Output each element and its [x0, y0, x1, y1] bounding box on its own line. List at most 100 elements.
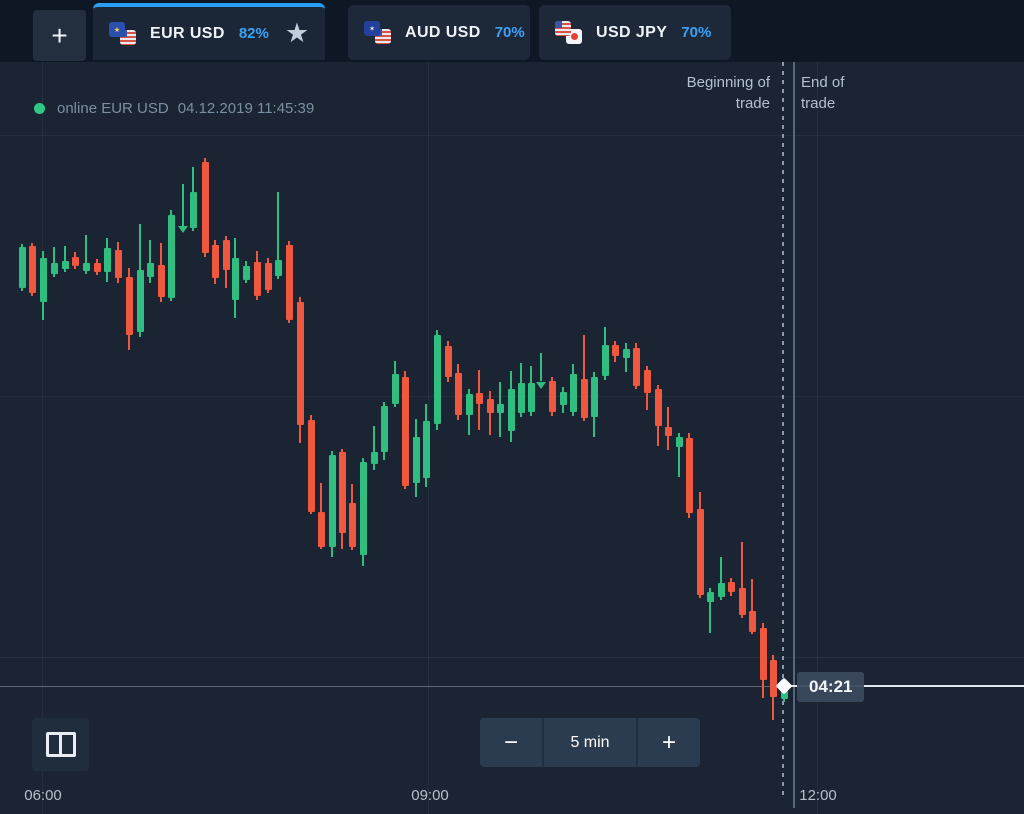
candle-body: [686, 438, 693, 513]
online-status-dot: [34, 103, 45, 114]
candle-body: [392, 374, 399, 404]
time-axis-label: 12:00: [799, 787, 837, 804]
split-view-button[interactable]: [32, 718, 89, 771]
horizontal-gridline: [0, 135, 1024, 136]
candle-body: [602, 345, 609, 376]
timeframe-increase-button[interactable]: +: [661, 728, 676, 756]
candle-body: [581, 379, 588, 418]
current-price-line-left: [0, 686, 777, 687]
candle-body: [168, 215, 175, 298]
candle-wick: [709, 588, 711, 633]
candle-body: [749, 611, 756, 632]
candle-body: [147, 263, 154, 277]
candle-body: [549, 381, 556, 412]
candle-body: [455, 373, 462, 415]
candle-wick: [678, 433, 680, 477]
candle-body: [339, 452, 346, 533]
aud-usd-flags-icon: [364, 21, 391, 44]
candle-wick: [489, 391, 491, 435]
candle-body: [40, 258, 47, 302]
candle-body: [644, 370, 651, 393]
us-flag-icon: [555, 21, 571, 36]
beginning-of-trade-label: Beginning of trade: [686, 74, 770, 112]
candle-body: [781, 690, 788, 699]
candle-body: [158, 265, 165, 297]
timeframe-value: 5 min: [542, 718, 638, 767]
candle-body: [466, 394, 473, 415]
timeframe-decrease-button[interactable]: −: [503, 728, 518, 756]
candle-wick: [64, 246, 66, 272]
trade-arrow-down-icon: [536, 382, 546, 389]
candle-body: [518, 383, 525, 413]
time-axis-label: 09:00: [411, 787, 449, 804]
tab-eur-usd[interactable]: EUR USD 82% ★: [93, 3, 325, 60]
candle-wick: [720, 557, 722, 600]
candle-wick: [373, 426, 375, 470]
candle-body: [665, 427, 672, 436]
candle-body: [254, 262, 261, 296]
candle-body: [126, 277, 133, 335]
candle-wick: [751, 579, 753, 634]
split-view-icon: [45, 732, 76, 757]
candle-body: [528, 383, 535, 412]
candle-body: [265, 263, 272, 290]
candle-body: [476, 393, 483, 404]
tab-aud-usd[interactable]: AUD USD 70%: [348, 5, 530, 60]
au-flag-icon: [364, 21, 380, 36]
horizontal-gridline: [0, 657, 1024, 658]
candle-body: [223, 240, 230, 270]
candle-body: [62, 261, 69, 269]
candle-body: [19, 247, 26, 288]
timeframe-control: − 5 min +: [480, 718, 700, 767]
candle-body: [655, 389, 662, 426]
candle-body: [318, 512, 325, 547]
candle-body: [371, 452, 378, 464]
vertical-gridline: [817, 62, 818, 814]
candle-body: [623, 349, 630, 358]
candle-wick: [85, 235, 87, 274]
candle-body: [202, 162, 209, 253]
tab-payout: 70%: [681, 24, 712, 41]
candle-body: [633, 348, 640, 386]
candle-body: [707, 592, 714, 602]
plus-icon: +: [51, 19, 68, 51]
candle-wick: [583, 335, 585, 421]
topbar: + EUR USD 82% ★ AUD USD 70% USD JPY 70%: [0, 0, 1024, 62]
candle-body: [508, 389, 515, 431]
tab-payout: 70%: [494, 24, 525, 41]
candle-wick: [741, 542, 743, 618]
candle-body: [275, 260, 282, 276]
current-price-line-right: [791, 685, 1024, 687]
add-asset-button[interactable]: +: [33, 10, 86, 61]
candle-body: [286, 245, 293, 320]
candle-body: [760, 628, 767, 680]
tab-pair-label: AUD USD: [405, 23, 481, 41]
candle-body: [487, 399, 494, 413]
candle-body: [612, 345, 619, 356]
candle-body: [402, 377, 409, 486]
tab-usd-jpy[interactable]: USD JPY 70%: [539, 5, 731, 60]
trade-arrow-marker-line: [540, 353, 542, 381]
eur-usd-flags-icon: [109, 22, 136, 45]
tab-pair-label: USD JPY: [596, 23, 668, 41]
candle-body: [190, 192, 197, 228]
candle-body: [570, 374, 577, 412]
favorite-star-icon[interactable]: ★: [284, 18, 310, 48]
candle-body: [308, 420, 315, 512]
candle-body: [72, 257, 79, 266]
candle-body: [591, 377, 598, 417]
candle-body: [137, 270, 144, 332]
candle-wick: [149, 240, 151, 283]
candle-body: [728, 582, 735, 592]
time-axis-label: 06:00: [24, 787, 62, 804]
end-of-trade-label: End of trade: [801, 74, 845, 112]
countdown-badge: 04:21: [797, 672, 865, 702]
candle-body: [413, 437, 420, 483]
candle-body: [94, 263, 101, 272]
candle-body: [423, 421, 430, 478]
candle-body: [329, 455, 336, 547]
status-row: online EUR USD 04.12.2019 11:45:39: [34, 100, 314, 117]
candle-body: [381, 406, 388, 452]
candle-body: [697, 509, 704, 595]
